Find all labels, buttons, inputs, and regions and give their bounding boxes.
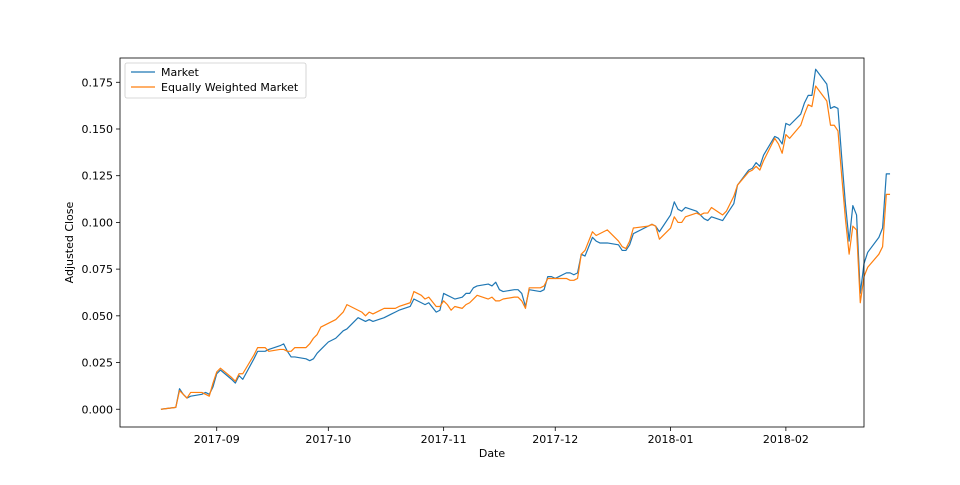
x-axis-label: Date xyxy=(479,447,506,460)
x-tick-label: 2018-02 xyxy=(763,433,809,446)
y-tick-label: 0.100 xyxy=(82,216,114,229)
legend-box xyxy=(124,62,307,99)
y-axis-label: Adjusted Close xyxy=(63,201,76,283)
x-tick-label: 2017-10 xyxy=(305,433,351,446)
y-tick-label: 0.075 xyxy=(82,263,114,276)
legend-label-market: Market xyxy=(161,66,199,79)
legend: Market Equally Weighted Market xyxy=(124,62,307,99)
y-axis: 0.000 0.025 0.050 0.075 0.100 0.125 0.150 0.175 xyxy=(82,76,120,416)
plot-area-frame xyxy=(119,57,865,428)
series-line-equally-weighted-market xyxy=(160,85,891,410)
y-tick-label: 0.125 xyxy=(82,170,114,183)
x-axis: 2017-09 2017-10 2017-11 2017-12 2018-01 2018-… xyxy=(194,427,809,446)
x-tick-label: 2017-09 xyxy=(194,433,240,446)
y-tick-label: 0.050 xyxy=(82,310,114,323)
y-tick-label: 0.175 xyxy=(82,76,114,89)
x-tick-label: 2017-11 xyxy=(421,433,467,446)
x-tick-label: 2018-01 xyxy=(648,433,694,446)
x-tick-label: 2017-12 xyxy=(532,433,578,446)
y-tick-label: 0.025 xyxy=(82,357,114,370)
y-tick-label: 0.150 xyxy=(82,123,114,136)
y-tick-label: 0.000 xyxy=(82,403,114,416)
series-layer xyxy=(160,68,891,410)
legend-label-equally-weighted-market: Equally Weighted Market xyxy=(161,81,299,94)
